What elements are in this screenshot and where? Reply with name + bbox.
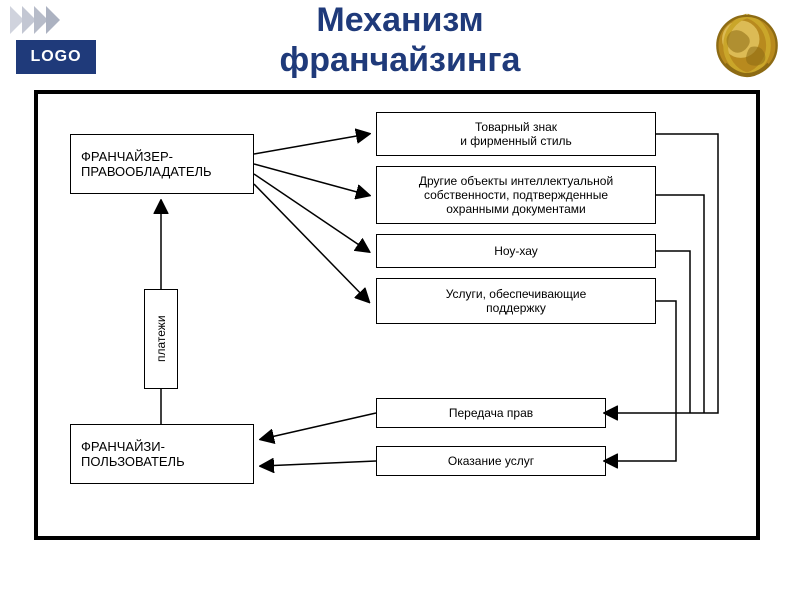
node-trademark: Товарный знак и фирменный стиль — [376, 112, 656, 156]
node-ip-label: Другие объекты интеллектуальной собствен… — [419, 174, 613, 216]
node-knowhow-label: Ноу-хау — [494, 244, 538, 258]
node-services: Услуги, обеспечивающие поддержку — [376, 278, 656, 324]
node-trademark-label: Товарный знак и фирменный стиль — [460, 120, 572, 148]
slide-header: LOGO Механизм франчайзинга — [0, 0, 800, 90]
node-franchisee-label: ФРАНЧАЙЗИ- ПОЛЬЗОВАТЕЛЬ — [81, 439, 185, 469]
node-knowhow: Ноу-хау — [376, 234, 656, 268]
node-support-label: Оказание услуг — [448, 454, 534, 468]
node-services-label: Услуги, обеспечивающие поддержку — [446, 287, 587, 315]
slide-title: Механизм франчайзинга — [0, 0, 800, 80]
node-payments-label: платежи — [154, 316, 168, 363]
node-franchiser-label: ФРАНЧАЙЗЕР- ПРАВООБЛАДАТЕЛЬ — [81, 149, 212, 179]
node-franchiser: ФРАНЧАЙЗЕР- ПРАВООБЛАДАТЕЛЬ — [70, 134, 254, 194]
node-franchisee: ФРАНЧАЙЗИ- ПОЛЬЗОВАТЕЛЬ — [70, 424, 254, 484]
diagram-frame: ФРАНЧАЙЗЕР- ПРАВООБЛАДАТЕЛЬ ФРАНЧАЙЗИ- П… — [34, 90, 760, 540]
node-transfer: Передача прав — [376, 398, 606, 428]
title-line1: Механизм — [316, 1, 483, 39]
node-payments: платежи — [144, 289, 178, 389]
title-line2: франчайзинга — [0, 40, 800, 80]
node-transfer-label: Передача прав — [449, 406, 533, 420]
node-support: Оказание услуг — [376, 446, 606, 476]
node-ip: Другие объекты интеллектуальной собствен… — [376, 166, 656, 224]
